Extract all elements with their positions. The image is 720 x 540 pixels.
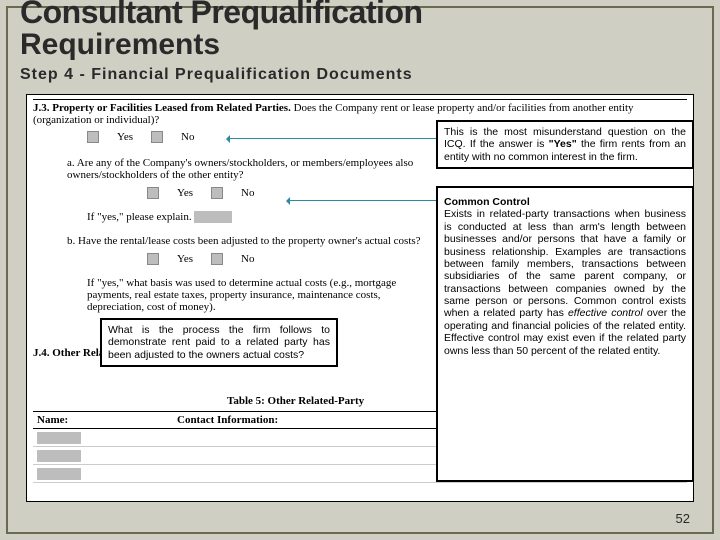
question-a: a. Are any of the Company's owners/stock… xyxy=(67,157,427,181)
ifyes-b: If "yes," what basis was used to determi… xyxy=(87,277,427,313)
table5-title: Table 5: Other Related-Party xyxy=(227,395,364,407)
checkbox-no[interactable] xyxy=(151,131,163,143)
callout-top: This is the most misunderstand question … xyxy=(436,120,694,169)
label-no: No xyxy=(181,131,194,143)
j3-label: J.3. xyxy=(33,102,50,114)
cc-body: Exists in related-party transactions whe… xyxy=(444,208,686,356)
j3-yesno-row: Yes No xyxy=(87,131,194,143)
checkbox-a-yes[interactable] xyxy=(147,187,159,199)
callout-common-control: Common Control Exists in related-party t… xyxy=(436,186,694,482)
label-yes: Yes xyxy=(117,131,133,143)
b-yesno-row: Yes No xyxy=(147,253,254,265)
checkbox-b-yes[interactable] xyxy=(147,253,159,265)
label-a-no: No xyxy=(241,187,254,199)
arrow-mid xyxy=(288,200,438,201)
col-name: Name: xyxy=(33,412,173,428)
ifyes-a-text: If "yes," please explain. xyxy=(87,211,192,223)
callout-left: What is the process the firm follows to … xyxy=(100,318,338,367)
cc-title: Common Control xyxy=(444,196,686,208)
label-b-no: No xyxy=(241,253,254,265)
label-b-yes: Yes xyxy=(177,253,193,265)
arrow-top xyxy=(228,138,438,139)
page-number: 52 xyxy=(676,511,690,526)
j3-bold: Property or Facilities Leased from Relat… xyxy=(52,102,291,114)
ifyes-a: If "yes," please explain. xyxy=(87,211,232,223)
title-cut: Consultant Prequalification xyxy=(20,0,423,31)
checkbox-a-no[interactable] xyxy=(211,187,223,199)
checkbox-b-no[interactable] xyxy=(211,253,223,265)
callout-left-text: What is the process the firm follows to … xyxy=(108,324,330,361)
question-b: b. Have the rental/lease costs been adju… xyxy=(67,235,427,247)
cell-field[interactable] xyxy=(37,468,81,480)
checkbox-yes[interactable] xyxy=(87,131,99,143)
subtitle: Step 4 - Financial Prequalification Docu… xyxy=(20,66,413,84)
ifyes-a-field[interactable] xyxy=(194,211,232,223)
slide-frame: Consultant Prequalification Requirements… xyxy=(6,6,714,534)
title-line2: Requirements xyxy=(20,28,220,62)
callout-top-text: This is the most misunderstand question … xyxy=(444,126,686,163)
label-a-yes: Yes xyxy=(177,187,193,199)
cell-field[interactable] xyxy=(37,450,81,462)
a-yesno-row: Yes No xyxy=(147,187,254,199)
cell-field[interactable] xyxy=(37,432,81,444)
